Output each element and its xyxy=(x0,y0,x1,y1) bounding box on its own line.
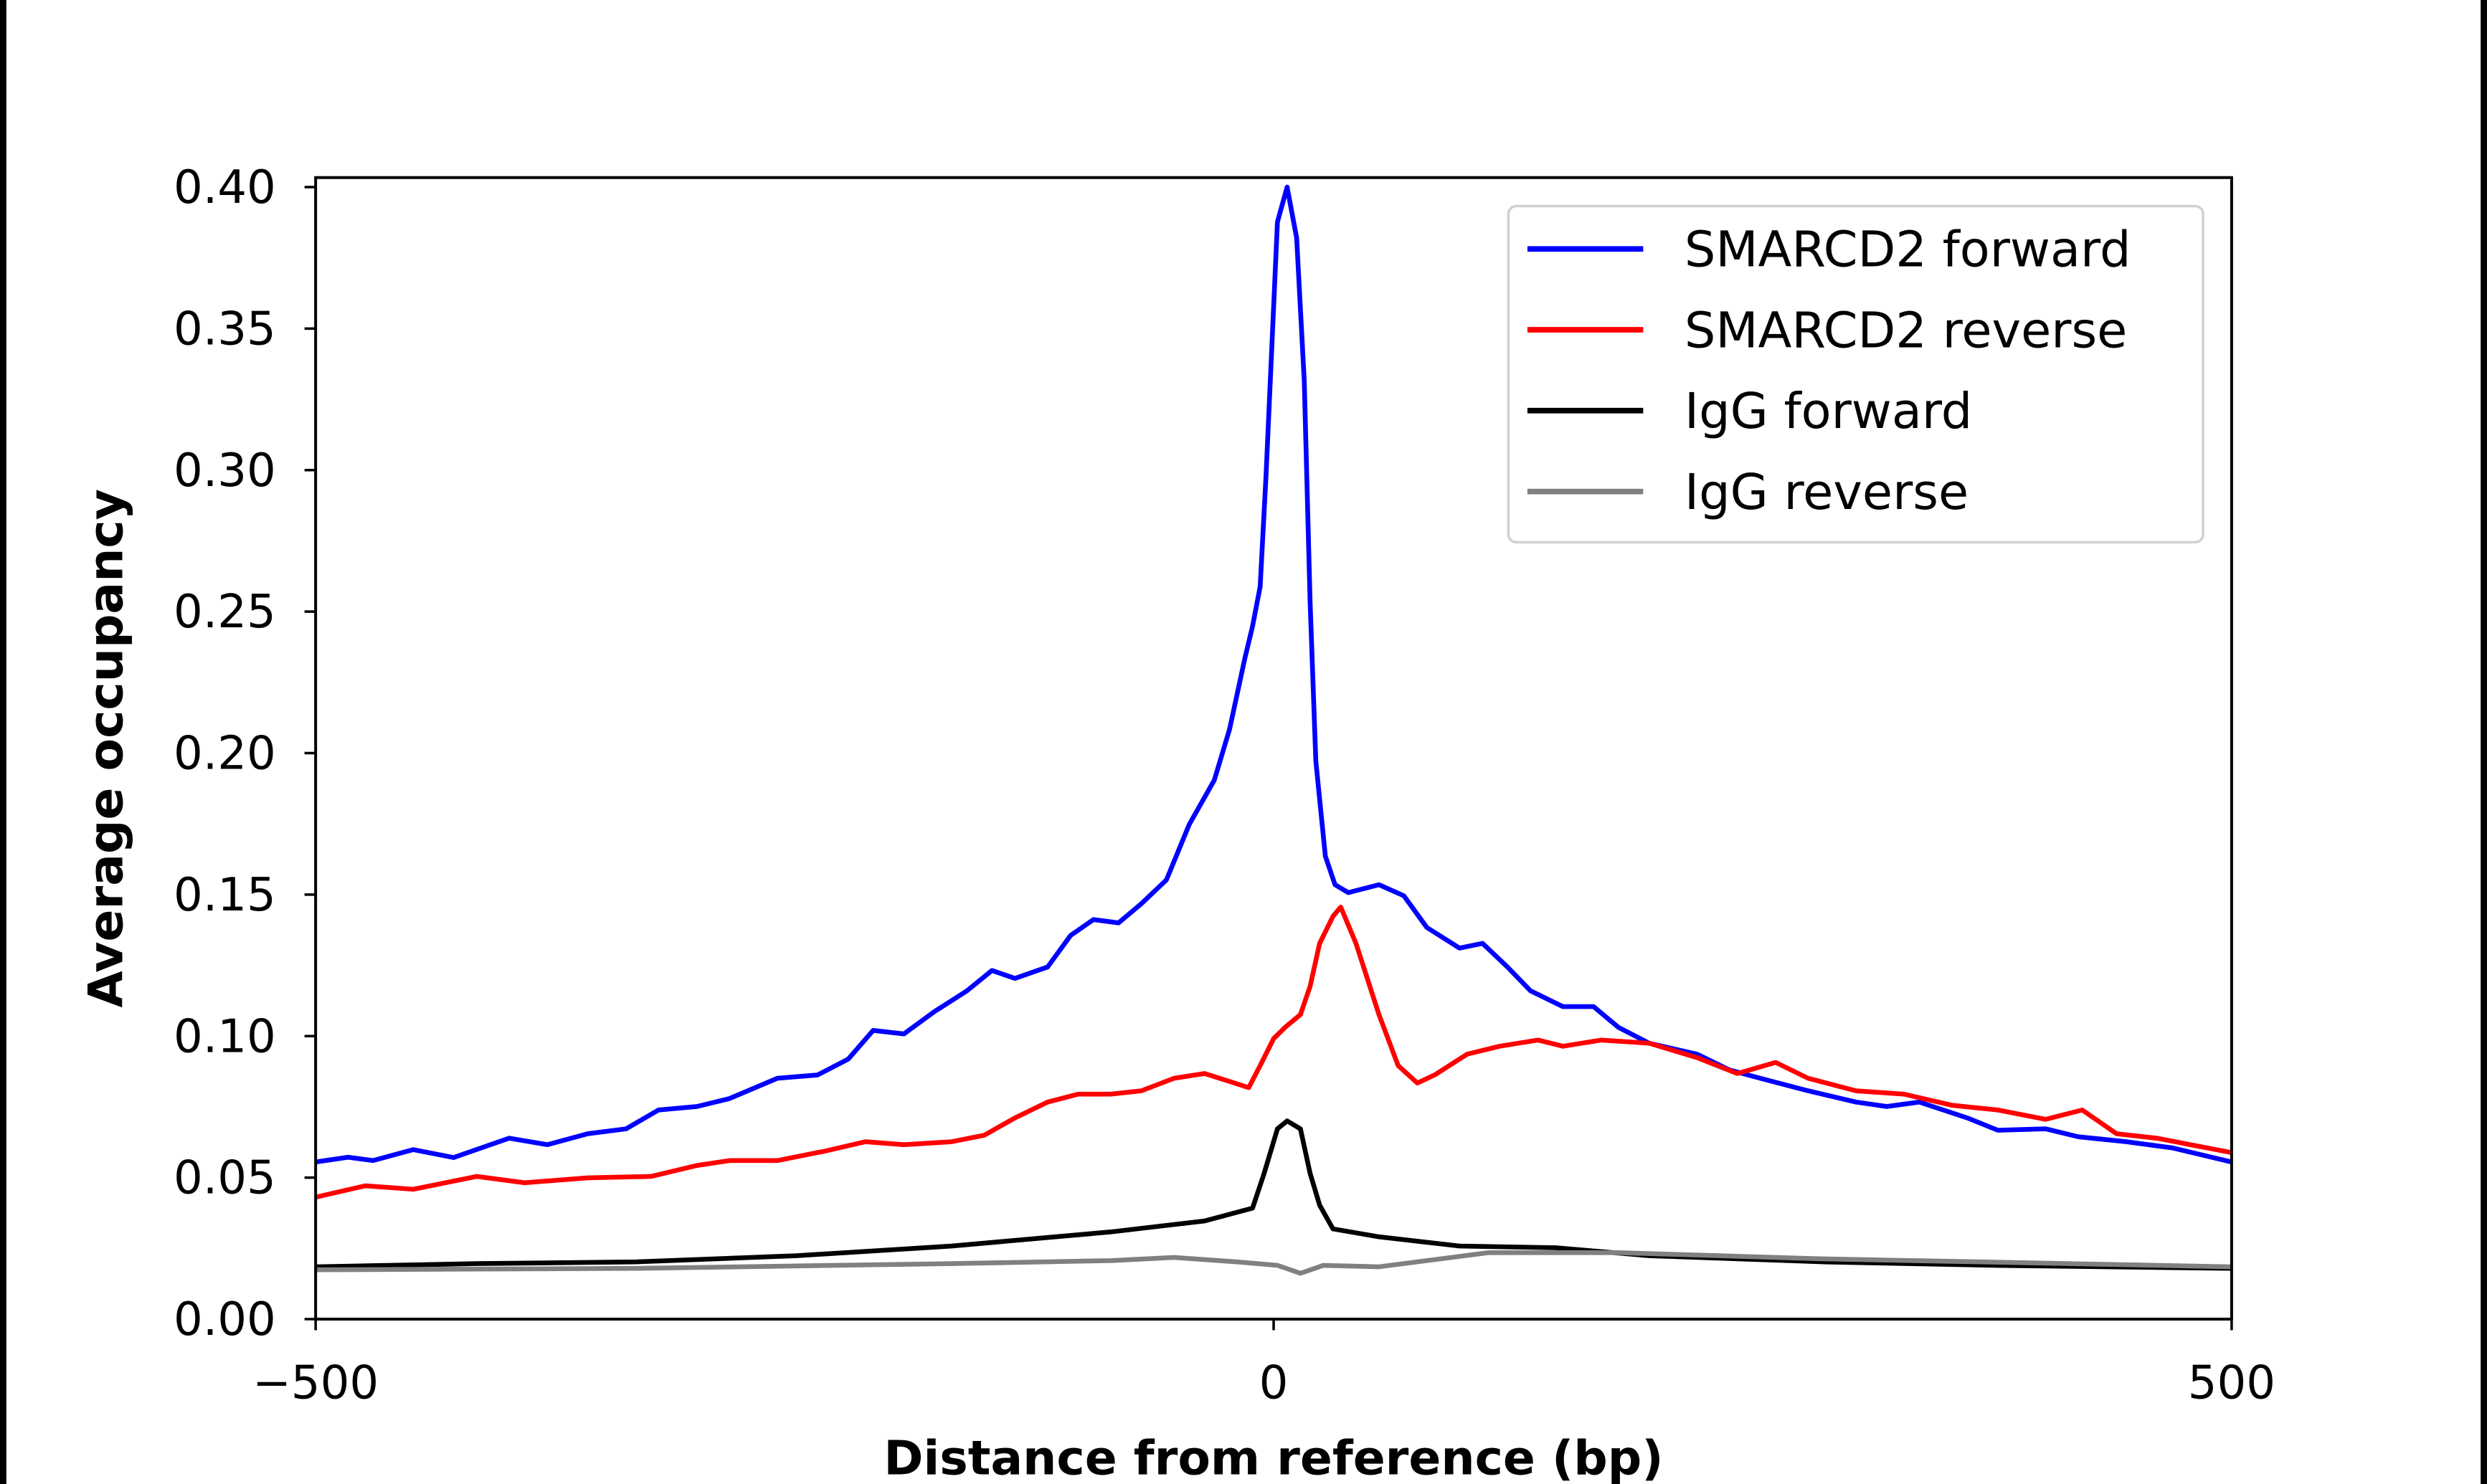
y-tick-label: 0.10 xyxy=(174,1009,276,1063)
right-border xyxy=(2481,0,2487,1484)
x-axis-label: Distance from reference (bp) xyxy=(884,1430,1663,1484)
y-tick-label: 0.20 xyxy=(174,727,276,781)
left-border xyxy=(0,0,6,1484)
legend-box xyxy=(1507,204,2204,544)
series-layer xyxy=(315,184,2232,1276)
legend-entry-label: SMARCD2 forward xyxy=(1685,222,2131,279)
y-tick-label: 0.25 xyxy=(174,585,276,639)
y-tick-label: 0.35 xyxy=(174,302,276,356)
y-tick-label: 0.00 xyxy=(174,1293,276,1346)
x-tick-label: 500 xyxy=(2188,1356,2275,1410)
y-tick-label: 0.05 xyxy=(174,1151,276,1205)
series-line-igg-reverse xyxy=(316,1250,2232,1276)
x-tick-label: −500 xyxy=(252,1356,379,1410)
x-tick-label: 0 xyxy=(1259,1356,1289,1410)
legend: SMARCD2 forward SMARCD2 reverse IgG forwar… xyxy=(1507,204,2204,544)
y-axis-label: Average occupancy xyxy=(77,489,133,1008)
y-tick-label: 0.40 xyxy=(174,161,276,214)
legend-entry-label: SMARCD2 reverse xyxy=(1685,302,2127,359)
y-axis: 0.00 0.05 0.10 0.15 0.20 0.25 0.30 0.35 0.40 xyxy=(174,161,316,1346)
legend-entry-label: IgG forward xyxy=(1685,383,1972,440)
series-line-smarcd2-forward xyxy=(315,184,2232,1165)
legend-entry-label: IgG reverse xyxy=(1685,464,1969,521)
series-line-smarcd2-reverse xyxy=(315,904,2232,1200)
y-tick-label: 0.30 xyxy=(174,444,276,498)
y-tick-label: 0.15 xyxy=(174,868,276,922)
x-axis: −500 0 500 xyxy=(252,1319,2275,1410)
